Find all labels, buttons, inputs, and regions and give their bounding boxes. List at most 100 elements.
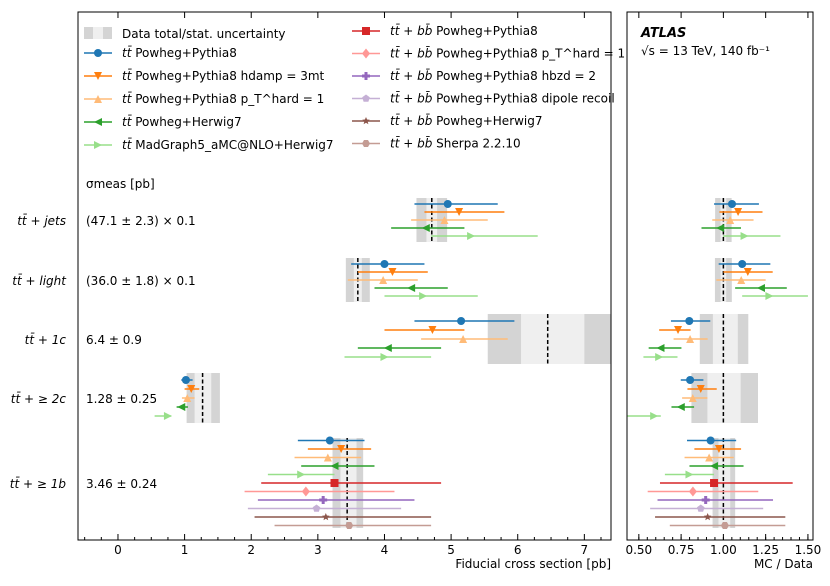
legend-marker-7 xyxy=(362,72,370,80)
main-marker-s1-c2 xyxy=(428,326,437,334)
ratio-xtick-label-2: 1.00 xyxy=(710,543,737,557)
ratio-marker-s3-c0 xyxy=(716,224,725,232)
ratio-marker-s4-c1 xyxy=(765,292,774,300)
main-marker-s1-c1 xyxy=(388,268,397,276)
ratio-marker-s1-c2 xyxy=(674,326,683,334)
ratio-marker-s4-c0 xyxy=(740,232,749,240)
legend-label-0: tt̄ Powheg+Pythia8 xyxy=(122,46,237,60)
main-marker-s2-c1 xyxy=(379,276,388,284)
main-marker-s2-c2 xyxy=(459,335,468,343)
legend-marker-5 xyxy=(362,27,370,35)
main-marker-s0-c3 xyxy=(181,376,190,384)
ratio-marker-s0-c1 xyxy=(738,260,747,268)
main-x-axis-label: Fiducial cross section [pb] xyxy=(455,557,611,571)
main-marker-s0-c1 xyxy=(380,260,389,268)
main-marker-s4-c2 xyxy=(380,353,389,361)
main-marker-s5-c4 xyxy=(330,479,339,487)
ratio-marker-s7-c4 xyxy=(701,496,710,504)
energy-label: √s = 13 TeV, 140 fb⁻¹ xyxy=(641,44,770,58)
sigma-header: σmeas [pb] xyxy=(86,177,155,191)
ratio-stat-band-2 xyxy=(712,314,738,364)
prediction-markers xyxy=(154,200,808,529)
category-label-0: tt̄ + jets xyxy=(17,214,66,228)
category-label-1: tt̄ + light xyxy=(12,274,67,288)
main-marker-s2-c4 xyxy=(323,453,332,462)
ratio-marker-s1-c4 xyxy=(714,445,723,453)
ratio-marker-s2-c4 xyxy=(705,453,714,462)
legend-marker-0 xyxy=(94,49,102,57)
legend: Data total/stat. uncertainty tt̄ Powheg+P… xyxy=(84,24,625,152)
ratio-marker-s8-c4 xyxy=(697,504,705,512)
legend-data-label: Data total/stat. uncertainty xyxy=(122,27,286,41)
ratio-marker-s4-c4 xyxy=(685,470,694,479)
legend-marker-1 xyxy=(94,72,102,80)
ratio-marker-s2-c2 xyxy=(686,335,695,343)
legend-label-4: tt̄ MadGraph5_aMC@NLO+Herwig7 xyxy=(122,138,334,152)
measured-value-2: 6.4 ± 0.9 xyxy=(86,333,142,347)
main-xtick-label-5: 5 xyxy=(447,543,455,557)
legend-marker-3 xyxy=(94,118,102,126)
ratio-marker-s3-c2 xyxy=(656,344,665,352)
legend-marker-10 xyxy=(362,140,370,147)
ratio-marker-s6-c4 xyxy=(688,486,697,497)
main-marker-s4-c1 xyxy=(419,292,428,300)
ratio-marker-s10-c4 xyxy=(720,522,729,529)
ratio-marker-s0-c3 xyxy=(686,376,695,384)
ratio-x-axis-label: MC / Data xyxy=(754,557,813,571)
legend-marker-2 xyxy=(94,95,102,103)
category-label-3: tt̄ + ≥ 2c xyxy=(11,392,67,406)
ratio-xtick-label-4: 1.50 xyxy=(795,543,822,557)
main-marker-s0-c4 xyxy=(325,436,334,445)
main-marker-s7-c4 xyxy=(319,496,328,504)
ratio-marker-s3-c4 xyxy=(710,462,719,470)
legend-marker-4 xyxy=(94,141,102,149)
ratio-panel-frame xyxy=(626,11,814,541)
legend-label-10: tt̄ + bb̄ Sherpa 2.2.10 xyxy=(390,136,521,150)
main-marker-s0-c0 xyxy=(443,200,452,208)
measured-value-4: 3.46 ± 0.24 xyxy=(86,477,157,491)
ratio-marker-s0-c4 xyxy=(706,436,715,445)
main-xtick-label-0: 0 xyxy=(114,543,122,557)
ratio-xtick-label-0: 0.50 xyxy=(625,543,652,557)
legend-label-8: tt̄ + bb̄ Powheg+Pythia8 dipole recoil xyxy=(390,91,615,105)
ratio-marker-s4-c2 xyxy=(655,353,664,361)
main-marker-s4-c0 xyxy=(467,232,476,240)
uncertainty-bands xyxy=(186,198,758,528)
main-stat-band-2 xyxy=(521,314,585,364)
main-marker-s1-c4 xyxy=(337,445,346,453)
legend-label-6: tt̄ + bb̄ Powheg+Pythia8 p_T^hard = 1 xyxy=(390,46,625,60)
data-lines xyxy=(201,198,725,528)
legend-label-2: tt̄ Powheg+Pythia8 p_T^hard = 1 xyxy=(122,92,324,106)
ratio-marker-s2-c1 xyxy=(737,276,746,284)
ratio-marker-s3-c1 xyxy=(756,284,765,292)
main-marker-s3-c1 xyxy=(407,284,416,292)
main-xtick-label-2: 2 xyxy=(247,543,255,557)
main-xtick-label-7: 7 xyxy=(581,543,589,557)
main-marker-s4-c3 xyxy=(163,412,172,420)
main-marker-s6-c4 xyxy=(301,486,310,497)
main-marker-s1-c3 xyxy=(187,385,196,393)
legend-label-1: tt̄ Powheg+Pythia8 hdamp = 3mt xyxy=(122,69,325,83)
main-marker-s4-c4 xyxy=(297,470,306,479)
ratio-marker-s5-c4 xyxy=(710,479,719,487)
main-marker-s0-c2 xyxy=(457,317,466,325)
main-xtick-label-3: 3 xyxy=(314,543,322,557)
ratio-marker-s3-c3 xyxy=(676,403,685,411)
legend-label-9: tt̄ + bb̄ Powheg+Herwig7 xyxy=(390,114,543,128)
ratio-marker-s0-c0 xyxy=(727,200,736,208)
legend-label-5: tt̄ + bb̄ Powheg+Pythia8 xyxy=(390,24,538,38)
main-marker-s2-c3 xyxy=(183,394,192,402)
ratio-marker-s0-c2 xyxy=(685,317,694,325)
legend-label-7: tt̄ + bb̄ Powheg+Pythia8 hbzd = 2 xyxy=(390,69,596,83)
measured-value-1: (36.0 ± 1.8) × 0.1 xyxy=(86,274,196,288)
main-marker-s10-c4 xyxy=(345,522,354,529)
main-marker-s2-c0 xyxy=(440,216,449,224)
category-labels: tt̄ + jets (47.1 ± 2.3) × 0.1 tt̄ + light (… xyxy=(10,214,196,491)
ratio-marker-s1-c1 xyxy=(743,268,752,276)
ratio-marker-s1-c3 xyxy=(696,385,705,393)
main-marker-s3-c2 xyxy=(383,344,392,352)
main-marker-s3-c0 xyxy=(421,224,430,232)
ratio-marker-s9-c4 xyxy=(703,513,712,521)
ratio-marker-s1-c0 xyxy=(734,208,743,216)
